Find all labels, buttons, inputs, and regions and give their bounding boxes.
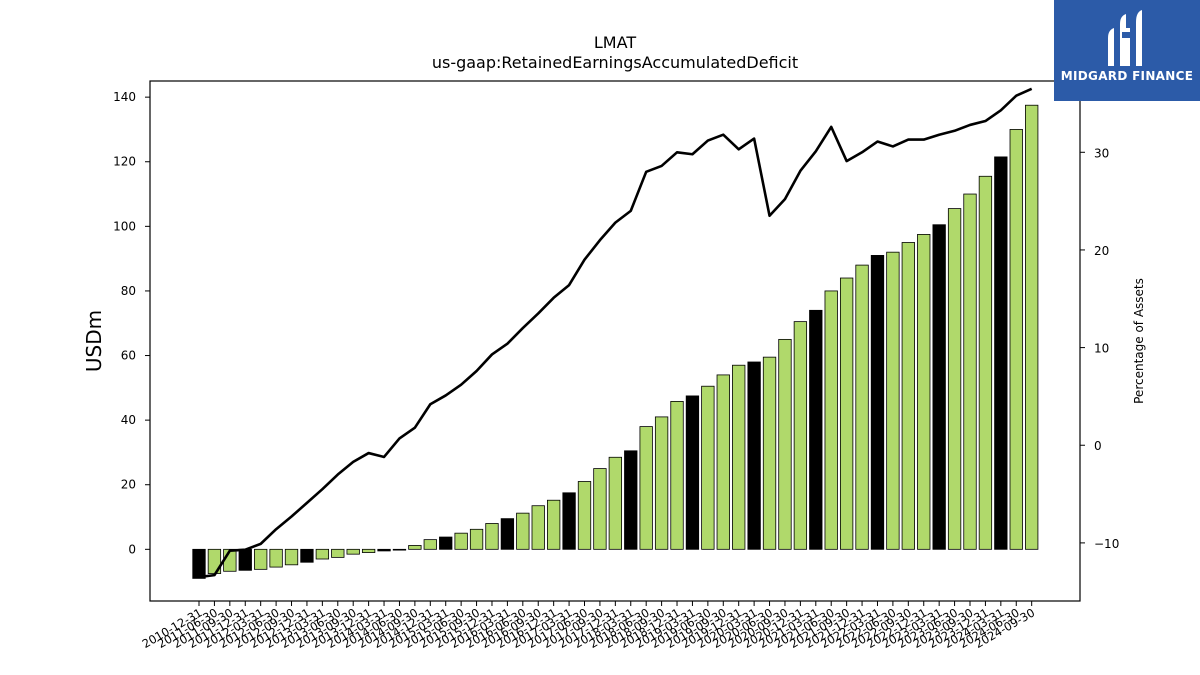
bar-2020-09-30: [778, 338, 792, 550]
bar-2016-06-30: [516, 512, 530, 550]
bar-2013-03-31: [315, 548, 330, 560]
bar-2021-12-31: [855, 264, 869, 550]
y2-tick-label: −10: [1094, 537, 1119, 551]
y-axis-label-left: USDm: [82, 310, 106, 372]
bar-2016-09-30: [531, 505, 545, 550]
bar-2018-09-30: [654, 416, 669, 550]
brand-logo: MIDGARD FINANCE: [1054, 0, 1200, 101]
bar-2023-09-30: [963, 193, 977, 550]
bar-2016-12-31: [547, 499, 561, 550]
bar-2020-06-30: [762, 356, 777, 550]
line-percentage-of-assets: [198, 87, 1033, 579]
bar-2022-06-30: [886, 251, 900, 550]
bar-2023-12-31: [978, 175, 993, 550]
bar-2013-12-31: [361, 548, 376, 553]
bar-2012-03-31: [254, 548, 268, 570]
bar-2018-03-31: [624, 450, 638, 550]
bar-2012-06-30: [269, 548, 283, 568]
chart-title: LMAT: [594, 33, 636, 52]
bar-2017-09-30: [593, 468, 607, 550]
bar-2019-06-30: [701, 385, 715, 550]
bars-group: [192, 104, 1039, 579]
y-tick-label: 60: [121, 349, 136, 363]
bar-2024-03-31: [994, 156, 1008, 550]
bar-2019-12-31: [732, 364, 746, 550]
bar-2023-03-31: [932, 224, 946, 550]
bar-2021-09-30: [839, 277, 854, 550]
bar-2014-09-30: [408, 545, 422, 550]
bar-2017-03-31: [562, 492, 576, 550]
y-tick-label: 20: [121, 478, 136, 492]
bar-2017-06-30: [577, 481, 592, 550]
midgard-logo-icon: [1108, 10, 1142, 66]
y2-tick-label: 20: [1094, 244, 1109, 258]
y2-tick-label: 0: [1094, 439, 1102, 453]
chart-subtitle: us-gaap:RetainedEarningsAccumulatedDefic…: [432, 53, 798, 72]
bar-2014-06-30: [392, 548, 407, 551]
x-axis: 2010-12-312011-06-302011-09-302011-12-31…: [140, 601, 1037, 651]
bar-2018-06-30: [639, 426, 653, 550]
bar-2018-12-31: [670, 400, 684, 550]
y-tick-label: 120: [113, 155, 136, 169]
y-axis-right: −10 0 10 20 30: [1080, 146, 1119, 551]
bar-2012-12-31: [300, 548, 314, 563]
bar-2015-09-30: [469, 528, 484, 550]
bar-2013-06-30: [331, 548, 345, 558]
line-group: [198, 87, 1033, 579]
y-tick-label: 100: [113, 219, 136, 233]
y-tick-label: 140: [113, 90, 136, 104]
bar-2022-12-31: [917, 234, 931, 550]
bar-2022-03-31: [870, 255, 885, 550]
bar-2019-03-31: [685, 395, 700, 550]
bar-2021-03-31: [809, 309, 823, 550]
bar-2011-12-31: [238, 548, 252, 571]
bar-2020-03-31: [747, 361, 761, 550]
bar-2017-12-31: [608, 456, 622, 550]
bar-2015-12-31: [485, 523, 499, 550]
y2-tick-label: 30: [1094, 146, 1109, 160]
bar-2020-12-31: [793, 321, 808, 550]
bar-2022-09-30: [901, 242, 915, 550]
bar-2019-09-30: [716, 374, 730, 550]
bar-2013-09-30: [346, 548, 360, 555]
brand-name: MIDGARD FINANCE: [1060, 69, 1194, 83]
bar-2012-09-30: [284, 548, 299, 566]
y-tick-label: 0: [128, 542, 136, 556]
y-axis-label-right: Percentage of Assets: [1132, 278, 1146, 404]
y2-tick-label: 10: [1094, 342, 1109, 356]
bar-2016-03-31: [500, 518, 515, 550]
bar-2014-03-31: [377, 548, 391, 552]
bar-2021-06-30: [824, 290, 838, 550]
bar-2015-03-31: [439, 536, 453, 550]
y-tick-label: 40: [121, 413, 136, 427]
y-tick-label: 80: [121, 284, 136, 298]
bar-2014-12-31: [423, 539, 437, 550]
bar-2015-06-30: [454, 532, 468, 550]
bar-2023-06-30: [947, 208, 962, 550]
bar-2024-06-30: [1009, 129, 1023, 550]
bar-2024-09-30: [1025, 104, 1039, 550]
y-axis-left: 0 20 40 60 80 100 120 140: [113, 90, 150, 556]
bar-2010-12-31: [192, 548, 206, 579]
